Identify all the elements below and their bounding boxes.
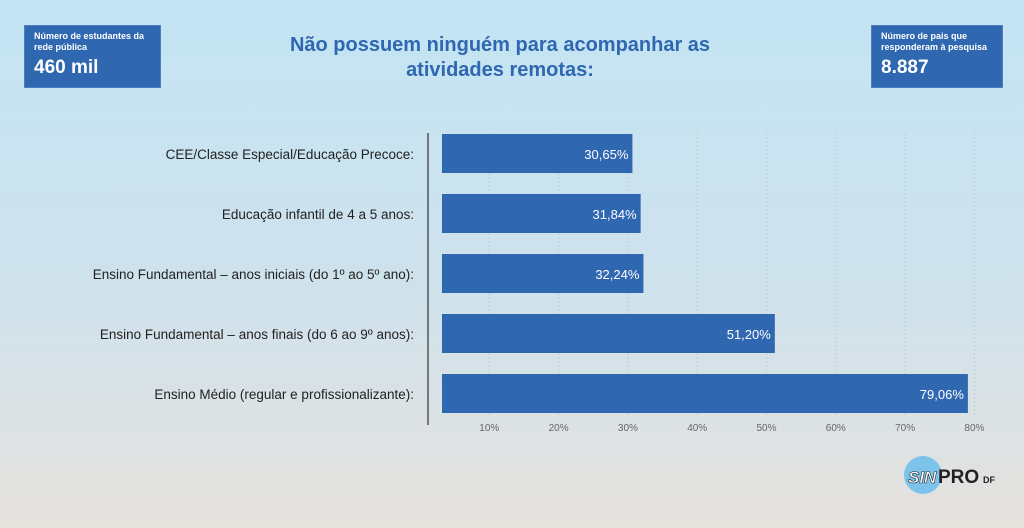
bar	[442, 374, 968, 413]
parents-stat-label: Número de pais que responderam à pesquis…	[881, 31, 988, 52]
bar-value-label: 51,20%	[727, 327, 772, 342]
bar-value-label: 32,24%	[595, 267, 640, 282]
category-label: Ensino Fundamental – anos finais (do 6 a…	[100, 327, 414, 342]
x-tick-label: 80%	[964, 423, 984, 434]
bar-value-label: 30,65%	[584, 147, 629, 162]
x-tick-label: 30%	[618, 423, 638, 434]
bar	[442, 254, 644, 293]
svg-text:DF: DF	[983, 475, 995, 485]
chart-title: Não possuem ninguém para acompanhar as a…	[289, 34, 711, 81]
bar-value-label: 31,84%	[593, 207, 638, 222]
category-label: Ensino Fundamental – anos iniciais (do 1…	[93, 267, 414, 282]
bar-value-label: 79,06%	[920, 387, 965, 402]
x-tick-label: 50%	[756, 423, 776, 434]
svg-text:PRO: PRO	[938, 467, 979, 488]
bar	[442, 194, 641, 233]
bar	[442, 314, 775, 353]
x-tick-label: 70%	[895, 423, 915, 434]
category-label: CEE/Classe Especial/Educação Precoce:	[166, 147, 414, 162]
students-stat-box: Número de estudantes da rede pública 460…	[25, 26, 160, 87]
bar	[442, 134, 633, 173]
parents-stat-value: 8.887	[881, 57, 929, 78]
students-stat-label: Número de estudantes da rede pública	[34, 31, 145, 52]
svg-text:SIN: SIN	[908, 468, 937, 487]
x-tick-label: 60%	[826, 423, 846, 434]
x-tick-label: 20%	[549, 423, 569, 434]
parents-stat-box: Número de pais que responderam à pesquis…	[872, 26, 1002, 87]
x-tick-label: 10%	[479, 423, 499, 434]
category-label: Ensino Médio (regular e profissionalizan…	[154, 387, 414, 402]
category-label: Educação infantil de 4 a 5 anos:	[222, 207, 414, 222]
x-tick-label: 40%	[687, 423, 707, 434]
sinpro-logo: SIN PRO DF	[903, 455, 1013, 505]
students-stat-value: 460 mil	[34, 57, 99, 78]
